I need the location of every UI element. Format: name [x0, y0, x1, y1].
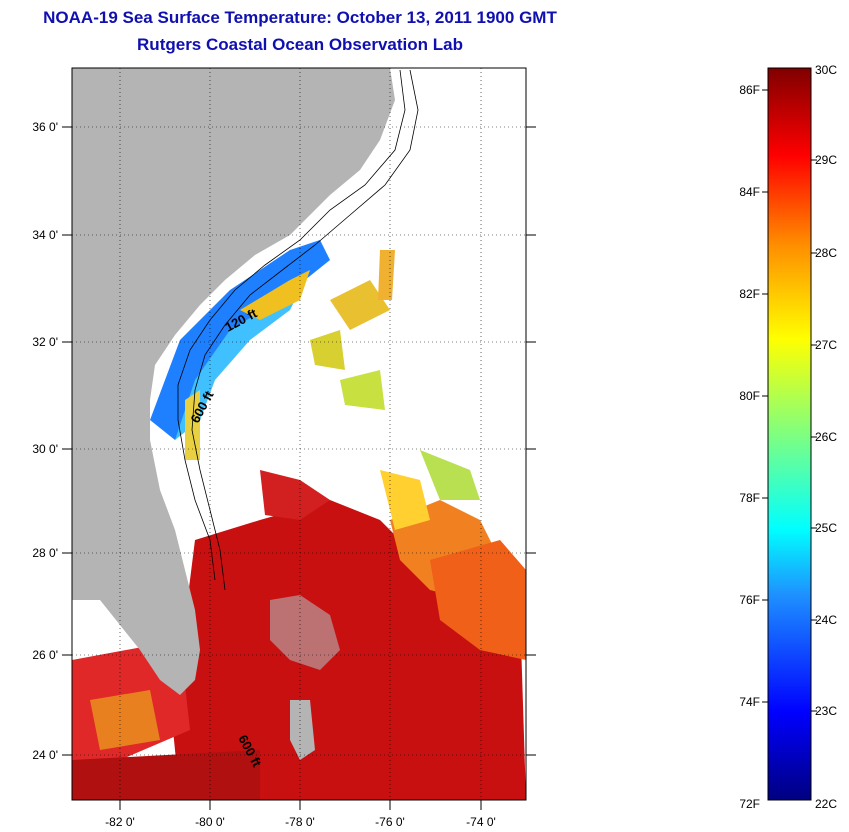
- colorbar-c-label: 24C: [815, 613, 837, 627]
- map-title: NOAA-19 Sea Surface Temperature: October…: [43, 8, 557, 27]
- lon-label: -74 0': [466, 815, 496, 829]
- lat-label: 30 0': [32, 442, 58, 456]
- lon-label: -78 0': [285, 815, 315, 829]
- colorbar-c-label: 22C: [815, 797, 837, 811]
- colorbar-c-label: 28C: [815, 246, 837, 260]
- colorbar-f-label: 72F: [739, 797, 760, 811]
- colorbar-gradient: [767, 67, 812, 801]
- contour-120ft: [177, 69, 406, 581]
- colorbar-c-label: 23C: [815, 704, 837, 718]
- contour-600ft: [191, 69, 419, 591]
- lat-label: 28 0': [32, 546, 58, 560]
- lon-label: -80 0': [195, 815, 225, 829]
- colorbar-f-label: 82F: [739, 287, 760, 301]
- colorbar-c-label: 27C: [815, 338, 837, 352]
- colorbar-f-label: 84F: [739, 185, 760, 199]
- colorbar-c-label: 30C: [815, 63, 837, 77]
- colorbar-f-label: 78F: [739, 491, 760, 505]
- colorbar-f-label: 80F: [739, 389, 760, 403]
- longitude-labels: -82 0' -80 0' -78 0' -76 0' -74 0': [105, 815, 496, 829]
- colorbar-f-label: 74F: [739, 695, 760, 709]
- bahamas: [270, 595, 340, 670]
- map-subtitle: Rutgers Coastal Ocean Observation Lab: [137, 35, 463, 54]
- colorbar-f-label: 86F: [739, 83, 760, 97]
- colorbar-c-label: 26C: [815, 430, 837, 444]
- lat-label: 32 0': [32, 335, 58, 349]
- land-mass: [72, 68, 395, 695]
- lat-label: 36 0': [32, 120, 58, 134]
- lat-label: 24 0': [32, 748, 58, 762]
- lat-label: 26 0': [32, 648, 58, 662]
- axis-ticks: [62, 126, 536, 810]
- lon-label: -76 0': [375, 815, 405, 829]
- lat-label: 34 0': [32, 228, 58, 242]
- map-frame: [71, 67, 527, 801]
- map-area: [72, 68, 526, 800]
- lon-label: -82 0': [105, 815, 135, 829]
- colorbar-c-label: 29C: [815, 153, 837, 167]
- colorbar: 86F 84F 82F 80F 78F 76F 74F 72F 30C 29C …: [739, 63, 837, 811]
- colorbar-c-label: 25C: [815, 521, 837, 535]
- latitude-labels: 36 0' 34 0' 32 0' 30 0' 28 0' 26 0' 24 0…: [32, 120, 58, 762]
- colorbar-f-label: 76F: [739, 593, 760, 607]
